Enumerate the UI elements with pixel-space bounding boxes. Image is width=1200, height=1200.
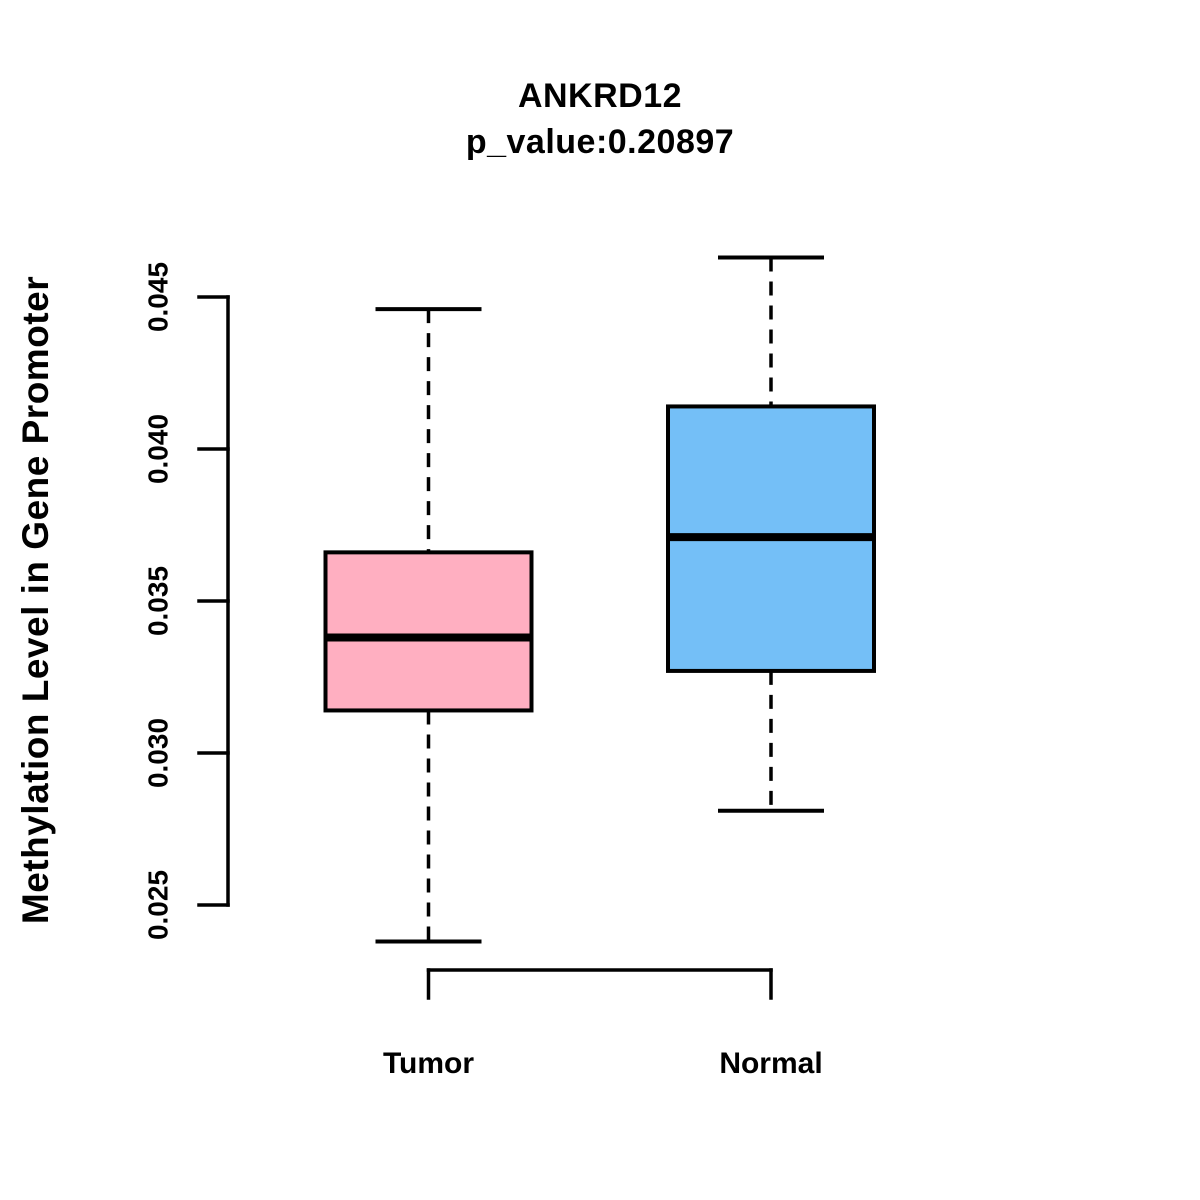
- title-block: ANKRD12 p_value:0.20897: [0, 74, 1200, 165]
- y-tick-label: 0.035: [143, 566, 174, 636]
- x-group-label-normal: Normal: [719, 1047, 822, 1080]
- chart-subtitle: p_value:0.20897: [465, 122, 735, 161]
- y-tick-label: 0.025: [143, 870, 174, 940]
- y-tick-label: 0.040: [143, 414, 174, 484]
- chart-title: ANKRD12: [517, 77, 683, 115]
- y-tick-label: 0.030: [143, 718, 174, 788]
- box-tumor: [323, 550, 534, 713]
- y-tick-label: 0.045: [143, 262, 174, 332]
- x-group-label-tumor: Tumor: [383, 1047, 474, 1080]
